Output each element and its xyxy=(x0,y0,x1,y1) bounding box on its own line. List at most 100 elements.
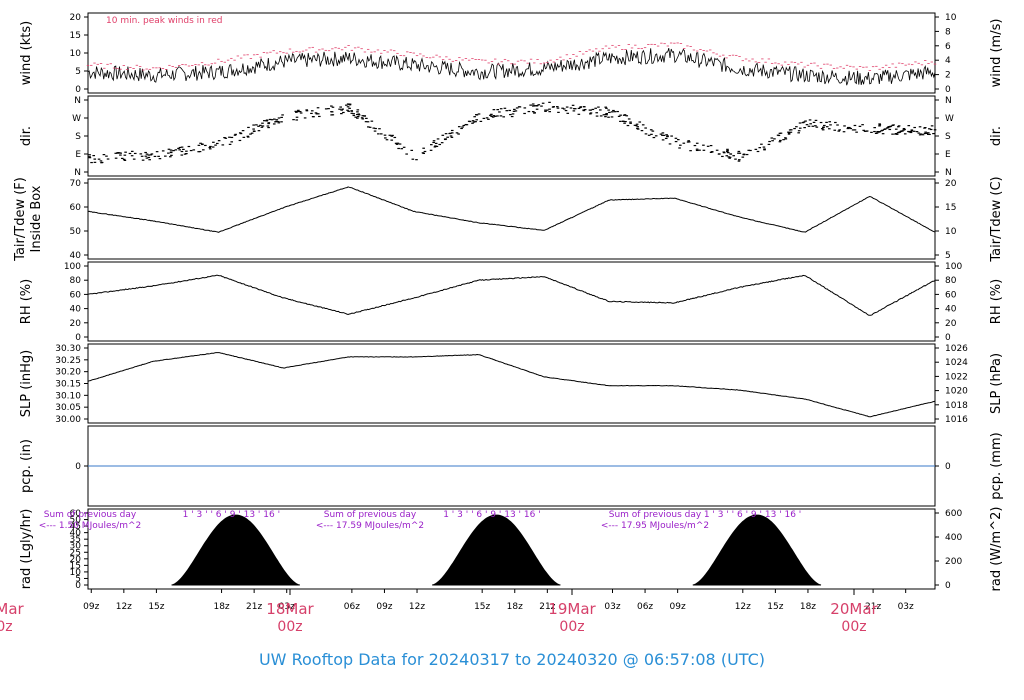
y-axis-label-line: Inside Box xyxy=(29,185,44,252)
direction-mark xyxy=(234,133,237,135)
direction-mark xyxy=(106,158,110,160)
direction-mark xyxy=(180,150,184,153)
direction-mark xyxy=(779,139,782,142)
direction-mark xyxy=(242,136,246,138)
direction-mark xyxy=(678,147,681,149)
direction-mark xyxy=(820,128,824,130)
direction-mark xyxy=(625,115,629,117)
direction-mark xyxy=(763,149,766,151)
hour-tick-label: 15z xyxy=(148,602,164,612)
panel-wind: 0 5 10 15 20 0 2 4 6 8 10 wind (kts) wind (m/s) 10 mi… xyxy=(19,12,1004,95)
direction-mark xyxy=(915,131,919,133)
hour-tick-label: 21z xyxy=(246,602,262,612)
radiation-sum-label: Sum of previous day xyxy=(324,510,417,520)
direction-mark xyxy=(450,129,454,132)
direction-mark xyxy=(385,139,389,141)
direction-mark xyxy=(400,148,404,150)
direction-mark xyxy=(144,151,147,154)
direction-mark xyxy=(324,108,328,110)
direction-mark xyxy=(348,107,351,109)
direction-mark xyxy=(199,142,202,144)
direction-mark xyxy=(928,128,931,130)
direction-mark xyxy=(241,130,245,132)
direction-mark xyxy=(434,145,437,147)
hour-tick-label: 15z xyxy=(767,602,783,612)
direction-mark xyxy=(861,124,864,126)
direction-mark xyxy=(777,134,781,137)
direction-mark xyxy=(737,150,741,153)
direction-mark xyxy=(374,127,377,130)
direction-mark xyxy=(557,111,560,113)
direction-mark xyxy=(261,122,264,124)
hour-tick-label: 21z xyxy=(865,602,881,612)
direction-mark xyxy=(492,109,496,111)
direction-mark xyxy=(223,136,226,139)
radiation-sum-label: Sum of previous day xyxy=(609,510,702,520)
direction-mark xyxy=(918,126,922,128)
right-tick-label: 15 xyxy=(945,203,956,213)
left-tick-label: 30 xyxy=(70,542,82,552)
direction-mark xyxy=(429,144,433,146)
direction-mark xyxy=(316,107,320,109)
direction-mark xyxy=(331,106,335,108)
left-tick-label: 15 xyxy=(70,561,81,571)
direction-mark xyxy=(496,109,500,111)
direction-mark xyxy=(487,118,490,120)
direction-mark xyxy=(512,110,516,112)
direction-mark xyxy=(595,115,599,117)
direction-mark xyxy=(238,139,242,142)
left-tick-label: 15 xyxy=(70,31,81,41)
direction-mark xyxy=(721,155,724,158)
direction-mark xyxy=(599,115,603,117)
direction-mark xyxy=(140,155,144,157)
direction-mark xyxy=(410,149,414,151)
direction-mark xyxy=(348,103,352,105)
direction-mark xyxy=(230,141,234,143)
direction-mark xyxy=(261,125,265,127)
direction-mark xyxy=(228,143,232,145)
y-axis-label-left: RH (%) xyxy=(19,279,34,324)
direction-mark xyxy=(346,106,350,108)
direction-mark xyxy=(345,104,348,106)
direction-mark xyxy=(299,112,303,114)
direction-mark xyxy=(298,110,302,113)
direction-mark xyxy=(150,153,154,155)
panel-pcp: 0 0 pcp. (in) pcp. (mm) xyxy=(19,425,1004,507)
left-tick-label: N xyxy=(74,168,81,178)
direction-mark xyxy=(597,106,600,108)
direction-mark xyxy=(366,121,370,123)
y-axis-label-left: SLP (inHg) xyxy=(19,350,34,418)
hour-tick-label: 09z xyxy=(670,602,686,612)
y-axis-label-left: pcp. (in) xyxy=(19,439,34,493)
hour-tick-label: 03z xyxy=(604,602,620,612)
direction-mark xyxy=(350,112,354,114)
direction-mark xyxy=(341,108,344,110)
direction-mark xyxy=(429,149,433,151)
direction-mark xyxy=(909,131,913,133)
radiation-day-2 xyxy=(432,514,561,586)
direction-mark xyxy=(295,119,299,121)
hour-tick-label: 03z xyxy=(898,602,914,612)
direction-mark xyxy=(805,124,809,126)
hour-tick-label: 21z xyxy=(539,602,555,612)
direction-mark xyxy=(305,110,309,112)
direction-mark xyxy=(661,139,665,141)
direction-mark xyxy=(440,142,444,144)
direction-mark xyxy=(490,113,493,115)
direction-mark xyxy=(726,148,729,150)
direction-mark xyxy=(90,161,93,164)
direction-mark xyxy=(619,114,622,116)
left-tick-label: 10 xyxy=(70,568,82,578)
direction-mark xyxy=(608,111,611,114)
y-axis-label-line: rad (Lgly/hr) xyxy=(19,509,34,590)
direction-mark xyxy=(619,120,622,122)
left-tick-label: 0 xyxy=(75,581,81,591)
direction-mark xyxy=(583,108,587,111)
radiation-day-3 xyxy=(692,514,822,586)
direction-mark xyxy=(638,121,642,123)
direction-mark xyxy=(878,123,881,125)
y-axis-label-right: rad (W/m^2) xyxy=(989,507,1004,592)
direction-mark xyxy=(594,107,597,109)
direction-mark xyxy=(926,133,930,135)
